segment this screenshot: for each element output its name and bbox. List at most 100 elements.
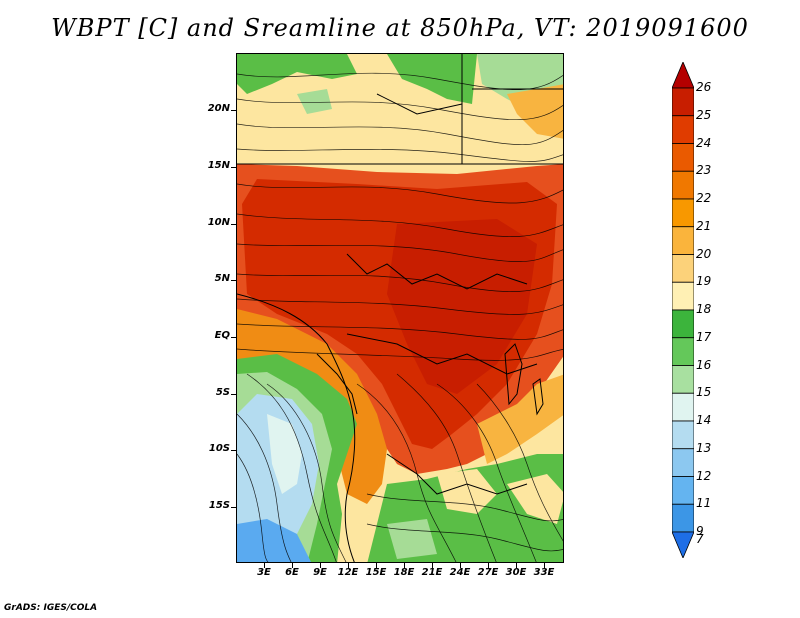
lon-label-15e: 15E (365, 567, 387, 578)
lon-label-33e: 33E (533, 567, 555, 578)
lat-tick (231, 110, 236, 111)
streamline (237, 183, 563, 204)
lat-label-15n: 15N (207, 160, 230, 171)
colorbar-cell (671, 503, 695, 533)
lon-tick (432, 563, 433, 568)
streamline (237, 98, 563, 120)
streamline (237, 243, 563, 262)
colorbar-cell (671, 392, 695, 422)
lon-tick (488, 563, 489, 568)
lon-label-30e: 30E (505, 567, 527, 578)
north-green-region (237, 54, 357, 94)
border (346, 253, 528, 290)
map-panel (236, 53, 564, 563)
lon-label-3e: 3E (257, 567, 271, 578)
colorbar-label: 22 (696, 191, 712, 205)
lat-label-15s: 15S (208, 500, 230, 511)
colorbar-label: 15 (696, 385, 712, 400)
country-borders (237, 54, 563, 562)
lat-tick (231, 167, 236, 168)
colorbar-label: 11 (696, 496, 712, 511)
colorbar-label: 13 (696, 440, 712, 455)
streamlines (237, 72, 563, 562)
lon-label-12e: 12E (337, 567, 359, 578)
colorbar-label: 26 (696, 80, 712, 94)
streamline (237, 148, 563, 162)
streamline (237, 273, 563, 292)
lon-tick (516, 563, 517, 568)
colorbar-label: 25 (696, 107, 712, 122)
colorbar-cell (671, 337, 695, 366)
lat-tick (231, 337, 236, 338)
lon-label-24e: 24E (449, 567, 471, 578)
chart-title: WBPT [C] and Sreamline at 850hPa, VT: 20… (51, 14, 749, 42)
streamline (237, 413, 292, 562)
lat-label-eq: EQ (214, 330, 230, 341)
lat-tick (231, 450, 236, 451)
lon-label-6e: 6E (285, 567, 299, 578)
colorbar-label: 21 (696, 218, 712, 233)
lake (532, 378, 544, 416)
orange-transition-southeast (477, 374, 563, 464)
colorbar-label: 23 (696, 163, 712, 178)
lon-tick (264, 563, 265, 568)
lat-tick (231, 507, 236, 508)
lat-tick (231, 394, 236, 395)
streamline (237, 453, 269, 562)
colorbar-label: 24 (696, 135, 712, 150)
colorbar-cell (671, 254, 695, 283)
lon-label-18e: 18E (393, 567, 415, 578)
lon-tick (348, 563, 349, 568)
colorbar-cell (671, 281, 695, 311)
lon-tick (544, 563, 545, 568)
streamline (366, 523, 563, 552)
streamline (476, 383, 563, 542)
colorbar-cell (671, 143, 695, 172)
colorbar-top-arrow (671, 60, 695, 89)
lat-label-5s: 5S (215, 387, 230, 398)
colorbar-label: 7 (696, 532, 704, 546)
streamline (237, 213, 563, 237)
colorbar-cell (671, 226, 695, 255)
streamline (266, 383, 347, 562)
colorbar-cell (671, 448, 695, 477)
lon-label-21e: 21E (421, 567, 443, 578)
colorbar-label: 14 (696, 413, 712, 427)
lat-label-20n: 20N (207, 103, 230, 114)
streamline (436, 383, 537, 562)
lon-label-27e: 27E (477, 567, 499, 578)
colorbar-label: 12 (696, 468, 712, 483)
colorbar-cell (671, 309, 695, 339)
north-orange-patch (507, 84, 563, 139)
border (386, 453, 528, 495)
lat-tick (231, 280, 236, 281)
border (346, 333, 538, 375)
colorbar-cell (671, 420, 695, 450)
lat-label-5n: 5N (214, 273, 230, 284)
colorbar-cell (671, 170, 695, 200)
streamline (237, 72, 563, 90)
wbpt-field (237, 54, 563, 562)
colorbar-label: 17 (696, 329, 712, 344)
streamline (396, 373, 497, 562)
colorbar-label: 18 (696, 302, 712, 316)
streamline (366, 493, 563, 522)
colorbar-cell (671, 198, 695, 228)
lon-tick (292, 563, 293, 568)
southwest-blue-region (237, 519, 311, 562)
lat-label-10n: 10N (207, 217, 230, 228)
lon-tick (460, 563, 461, 568)
colorbar-cell (671, 365, 695, 394)
streamline (237, 123, 563, 145)
north-green-region-2 (387, 54, 477, 104)
hot-region-deep (387, 219, 537, 394)
north-green-spot (297, 89, 332, 114)
colorbar-label: 9 (696, 524, 704, 538)
lon-tick (376, 563, 377, 568)
colorbar-label: 16 (696, 357, 712, 372)
streamline (237, 348, 563, 361)
lake (504, 343, 523, 406)
lon-label-9e: 9E (313, 567, 327, 578)
coastline (237, 293, 356, 562)
border (376, 93, 463, 115)
